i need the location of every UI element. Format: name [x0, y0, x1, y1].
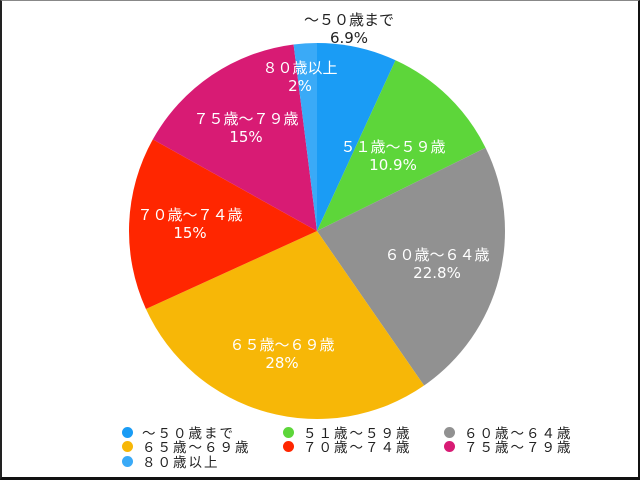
pie-slice — [152, 44, 317, 232]
legend-item: ８０歳以上 — [122, 454, 220, 471]
legend-item: ７５歳～７９歳 — [444, 439, 573, 456]
pie-slice — [317, 60, 486, 231]
legend-item: ７０歳～７４歳 — [283, 439, 412, 456]
legend-item: ～５０歳まで — [122, 425, 235, 442]
pie-slice — [317, 147, 506, 386]
legend-label: ７０歳～７４歳 — [303, 440, 412, 456]
slice-label-name: ８０歳以上 — [262, 59, 337, 77]
slice-label-pct: 6.9% — [330, 29, 368, 47]
pie-slice — [128, 139, 317, 309]
pie-slice — [293, 43, 317, 231]
legend-dot-icon — [283, 426, 294, 438]
slice-label-name: ７５歳～７９歳 — [193, 110, 298, 128]
legend-label: ６０歳～６４歳 — [464, 426, 573, 442]
slice-label-pct: 15% — [229, 128, 262, 146]
legend-item: ６０歳～６４歳 — [444, 425, 573, 442]
legend-dot-icon — [444, 426, 455, 438]
legend-dot-icon — [122, 440, 133, 452]
slice-label-pct: 15% — [173, 224, 206, 242]
legend-dot-icon — [444, 440, 455, 452]
legend-label: ７５歳～７９歳 — [464, 440, 573, 456]
pie-slice — [145, 231, 425, 420]
pie-slices — [128, 43, 506, 420]
slice-label-name: ６０歳～６４歳 — [384, 246, 489, 264]
slice-label-pct: 10.9% — [369, 156, 417, 174]
legend-label: ８０歳以上 — [142, 455, 220, 471]
slice-label-pct: 2% — [288, 77, 312, 95]
legend-item: ６５歳～６９歳 — [122, 439, 251, 456]
legend-dot-icon — [283, 440, 294, 452]
slice-label-pct: 22.8% — [413, 264, 461, 282]
slice-label-name: ７０歳～７４歳 — [137, 206, 242, 224]
pie-slice — [317, 43, 396, 231]
legend-label: ～５０歳まで — [142, 426, 235, 442]
legend-label: ５１歳～５９歳 — [303, 426, 412, 442]
slice-label-name: ５１歳～５９歳 — [340, 138, 445, 156]
slice-label-name: ～５０歳まで — [304, 11, 394, 29]
slice-label-name: ６５歳～６９歳 — [229, 336, 334, 354]
slice-label-pct: 28% — [265, 354, 298, 372]
legend-item: ５１歳～５９歳 — [283, 425, 412, 442]
legend-dot-icon — [122, 455, 133, 467]
legend-dot-icon — [122, 426, 133, 438]
legend-label: ６５歳～６９歳 — [142, 440, 251, 456]
pie-labels: ～５０歳まで 6.9% ５１歳～５９歳 10.9% ６０歳～６４歳 22.8% … — [137, 11, 489, 372]
